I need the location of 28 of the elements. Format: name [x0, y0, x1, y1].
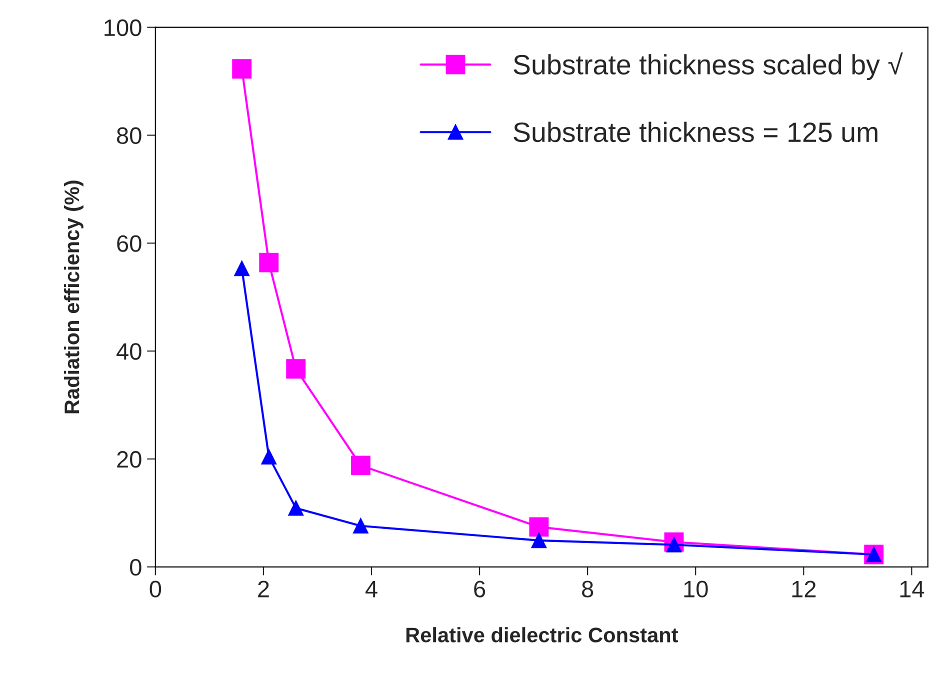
y-tick-label: 40	[116, 343, 142, 360]
legend-label: Substrate thickness = 125 um	[514, 122, 878, 142]
point	[531, 532, 547, 548]
x-tick-label: 12	[792, 580, 816, 598]
y-tick-label: 20	[117, 451, 142, 468]
point	[232, 59, 252, 79]
y-tick-label: 100	[104, 19, 142, 36]
point	[288, 500, 304, 516]
x-tick-label: 2	[258, 580, 269, 598]
point	[353, 518, 368, 534]
x-axis-title: Relative dielectric Constant	[406, 627, 678, 642]
y-tick-label: 0	[130, 558, 142, 576]
y-axis-title: Radiation efficiency (%)	[64, 180, 84, 414]
x-tick-label: 6	[474, 580, 486, 598]
x-tick-label: 0	[150, 580, 162, 598]
y-tick-label: 80	[117, 127, 142, 144]
point	[261, 449, 277, 464]
x-tick-label: 4	[365, 580, 378, 598]
x-tick-label: 10	[684, 580, 708, 598]
x-tick-label: 8	[582, 580, 594, 598]
x-tick-label: 14	[900, 580, 924, 598]
legend-label: Substrate thickness scaled by √	[514, 52, 903, 80]
y-tick-label: 60	[117, 235, 142, 252]
point	[259, 252, 279, 272]
point	[350, 456, 370, 476]
point	[234, 260, 250, 276]
point	[286, 359, 306, 379]
point	[529, 517, 549, 537]
